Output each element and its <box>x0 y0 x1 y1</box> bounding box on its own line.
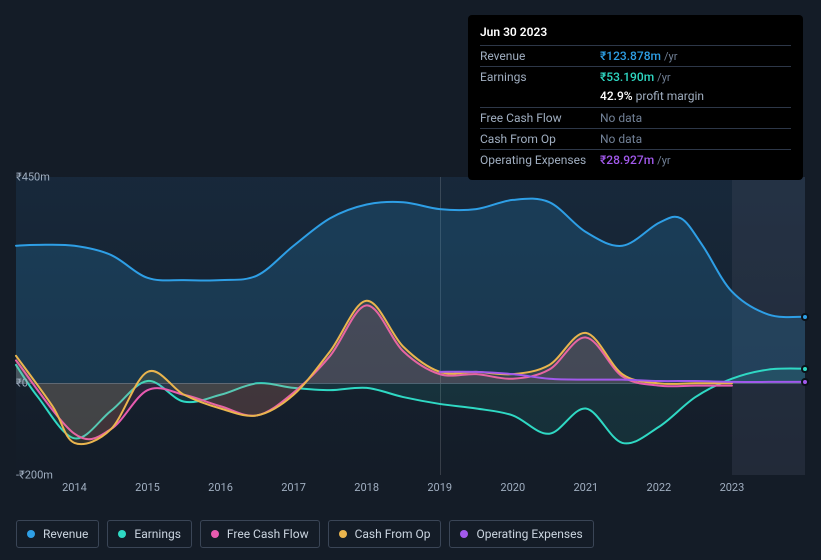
tooltip-metric-label: Cash From Op <box>480 132 600 146</box>
y-axis-label: ₹0 <box>16 377 20 390</box>
tooltip-date: Jun 30 2023 <box>480 25 791 45</box>
legend-swatch <box>460 530 468 538</box>
legend-label: Earnings <box>134 527 181 541</box>
tooltip-row: Free Cash FlowNo data <box>480 107 791 128</box>
legend-swatch <box>211 530 219 538</box>
x-axis-tick: 2022 <box>647 481 672 494</box>
tooltip-row: Revenue₹123.878m/yr <box>480 45 791 66</box>
y-axis-label: ₹450m <box>16 171 20 184</box>
x-axis-tick: 2014 <box>62 481 87 494</box>
tooltip-submetric: 42.9%profit margin <box>480 87 791 107</box>
series-end-marker <box>801 313 809 321</box>
chart-lines-svg <box>16 177 805 475</box>
series-end-marker <box>801 378 809 386</box>
financials-chart: ₹450m₹0-₹200m 20142015201620172018201920… <box>16 160 805 500</box>
chart-legend: Revenue Earnings Free Cash Flow Cash From O… <box>16 520 594 548</box>
legend-item[interactable]: Earnings <box>107 520 192 548</box>
tooltip-metric-value: No data <box>600 132 642 146</box>
hover-tooltip: Jun 30 2023 Revenue₹123.878m/yrEarnings₹… <box>468 15 803 180</box>
tooltip-metric-label: Operating Expenses <box>480 153 600 167</box>
x-axis-tick: 2018 <box>354 481 379 494</box>
tooltip-row: Operating Expenses₹28.927m/yr <box>480 149 791 170</box>
x-axis-tick: 2023 <box>720 481 745 494</box>
tooltip-metric-label: Earnings <box>480 70 600 84</box>
tooltip-metric-label: Revenue <box>480 49 600 63</box>
legend-item[interactable]: Operating Expenses <box>449 520 593 548</box>
tooltip-metric-value: No data <box>600 111 642 125</box>
x-axis: 2014 2015 2016 2017 2018 2019 2020 2021 2022 2023 <box>16 479 805 499</box>
x-axis-tick: 2017 <box>281 481 306 494</box>
x-axis-tick: 2019 <box>427 481 452 494</box>
x-axis-tick: 2020 <box>500 481 525 494</box>
tooltip-metric-label: Free Cash Flow <box>480 111 600 125</box>
legend-item[interactable]: Cash From Op <box>328 520 442 548</box>
x-axis-tick: 2021 <box>573 481 598 494</box>
series-end-marker <box>801 365 809 373</box>
legend-label: Free Cash Flow <box>227 527 309 541</box>
legend-swatch <box>339 530 347 538</box>
x-axis-tick: 2016 <box>208 481 233 494</box>
legend-item[interactable]: Revenue <box>16 520 99 548</box>
legend-label: Cash From Op <box>355 527 431 541</box>
legend-item[interactable]: Free Cash Flow <box>200 520 320 548</box>
tooltip-metric-value: ₹53.190m/yr <box>600 70 671 84</box>
tooltip-row: Cash From OpNo data <box>480 128 791 149</box>
legend-label: Operating Expenses <box>476 527 582 541</box>
plot-area[interactable] <box>16 177 805 475</box>
tooltip-row: Earnings₹53.190m/yr <box>480 66 791 87</box>
legend-swatch <box>27 530 35 538</box>
tooltip-metric-value: ₹123.878m/yr <box>600 49 677 63</box>
x-axis-tick: 2015 <box>135 481 160 494</box>
legend-swatch <box>118 530 126 538</box>
legend-label: Revenue <box>43 527 88 541</box>
tooltip-metric-value: ₹28.927m/yr <box>600 153 671 167</box>
